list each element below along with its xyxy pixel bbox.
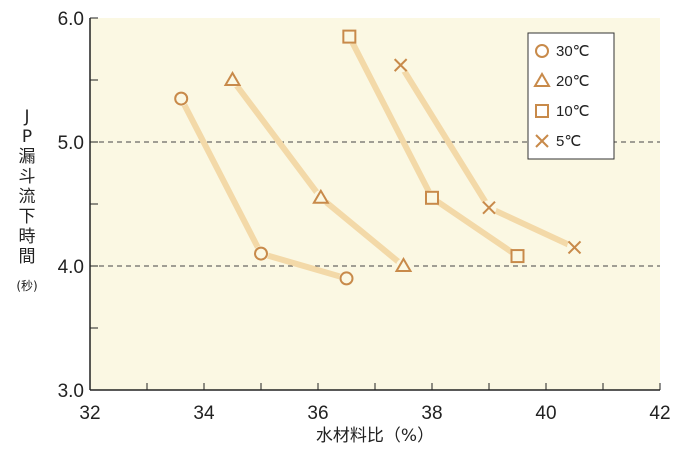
y-axis-title-char: J	[23, 107, 29, 127]
y-tick-label: 4.0	[58, 257, 84, 278]
data-point-cross	[482, 201, 496, 215]
gridlines	[90, 141, 660, 267]
legend-label: 5℃	[556, 133, 581, 150]
data-point-cross	[393, 58, 408, 72]
marker-background	[510, 248, 525, 264]
data-point-square	[425, 190, 439, 205]
marker-background	[225, 72, 240, 88]
x-tick-label: 32	[79, 403, 100, 424]
marker-background	[341, 29, 357, 45]
legend-label: 20℃	[556, 73, 590, 90]
marker-background	[396, 258, 411, 274]
x-axis-title: 水材料比（%）	[316, 426, 434, 446]
y-axis-title-char: 間	[19, 247, 36, 267]
marker-background	[424, 190, 440, 206]
y-axis-title-char: 時	[19, 227, 36, 247]
x-tick-label: 42	[649, 403, 670, 424]
x-tick-label: 34	[193, 403, 215, 424]
legend-box	[527, 32, 615, 160]
data-point-square	[510, 249, 525, 264]
data-point-circle	[339, 271, 354, 286]
legend-marker-triangle	[533, 72, 551, 87]
y-axis-title-char: 漏	[19, 147, 36, 167]
marker-background	[313, 190, 329, 206]
data-point-triangle	[223, 71, 242, 86]
y-axis-unit: (秒)	[16, 279, 37, 293]
y-axis-title-char: 斗	[19, 167, 36, 187]
legend-marker-cross	[535, 134, 549, 148]
legend-marker-circle	[535, 44, 549, 58]
x-tick-label: 40	[535, 403, 556, 424]
y-tick-label: 5.0	[58, 133, 84, 154]
series-group	[173, 29, 582, 286]
data-point-circle	[174, 91, 189, 106]
x-tick-label: 36	[307, 403, 328, 424]
y-tick-label: 6.0	[58, 9, 84, 30]
data-point-cross	[567, 240, 582, 255]
data-point-square	[342, 29, 357, 44]
legend: 30℃ 20℃ 10℃ 5℃	[527, 32, 615, 160]
x-tick-label: 38	[421, 403, 442, 424]
y-axis-title-char: P	[22, 127, 32, 147]
legend-label: 10℃	[556, 103, 590, 120]
legend-label: 30℃	[556, 43, 590, 60]
data-point-triangle	[394, 257, 413, 272]
axes: 3.0 4.0 5.0 6.0 32 34 36 38 40 42	[58, 9, 671, 424]
y-tick-label: 3.0	[58, 381, 84, 402]
y-axis-title-char: 下	[19, 207, 36, 227]
y-axis-title-char: 流	[19, 187, 36, 207]
data-point-circle	[254, 246, 268, 261]
legend-marker-square	[535, 104, 549, 118]
data-point-triangle	[312, 188, 330, 204]
